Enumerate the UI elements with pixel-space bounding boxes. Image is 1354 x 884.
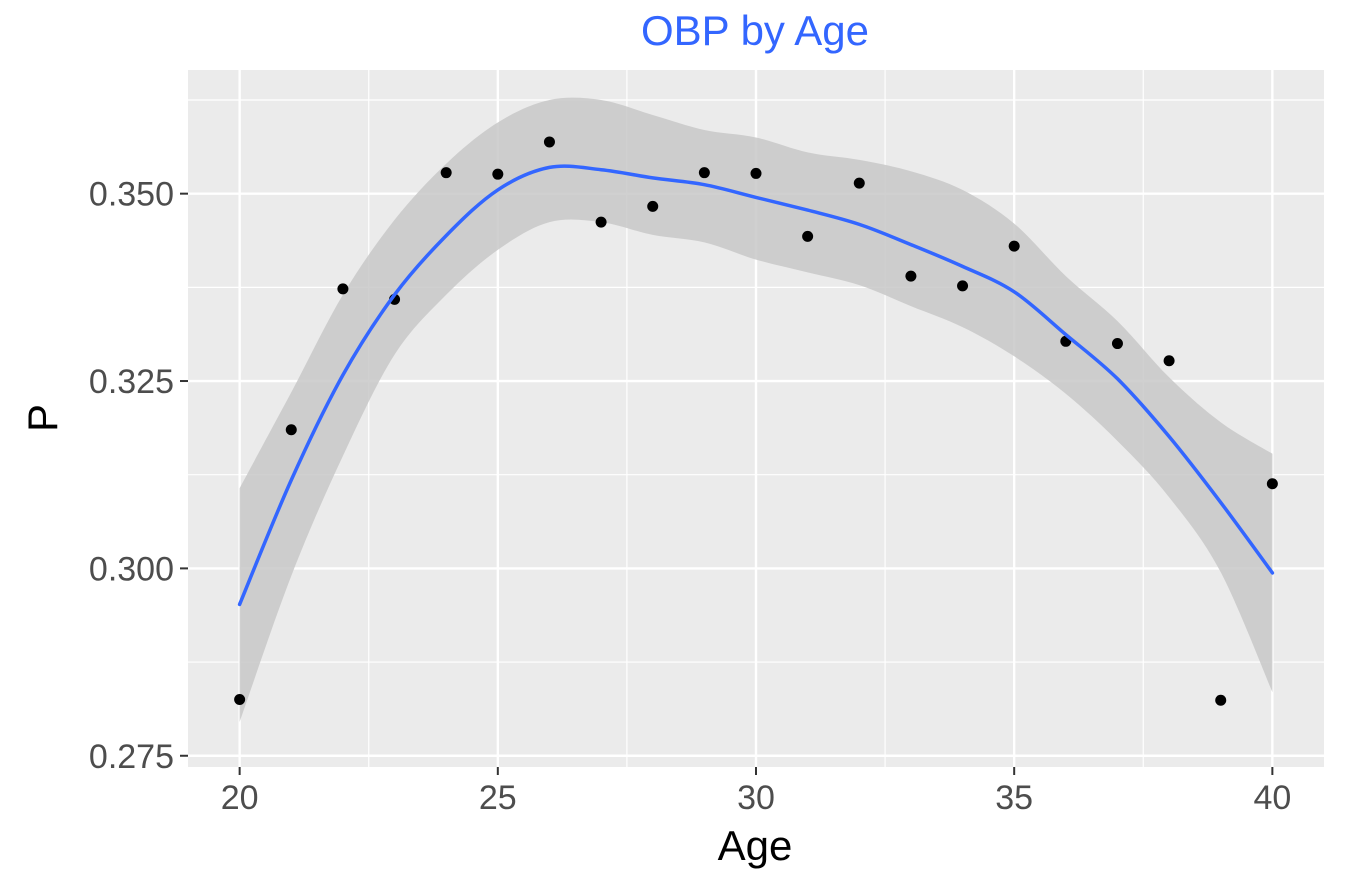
- chart-title: OBP by Age: [641, 7, 869, 54]
- data-point: [234, 694, 246, 706]
- data-point: [285, 424, 297, 436]
- data-point: [750, 167, 762, 179]
- y-tick-label: 0.275: [89, 738, 174, 776]
- data-point: [802, 230, 814, 242]
- data-point: [492, 168, 504, 180]
- y-axis-ticks: 0.275 0.300 0.325 0.350: [89, 176, 188, 776]
- data-point: [543, 136, 555, 148]
- data-point: [1266, 478, 1278, 490]
- data-point: [1215, 694, 1227, 706]
- confidence-ribbon: [239, 97, 1273, 723]
- data-point: [1111, 338, 1123, 350]
- y-axis-title: P: [19, 404, 66, 432]
- data-point: [1008, 240, 1020, 252]
- y-tick-label: 0.350: [89, 176, 174, 214]
- x-tick-label: 30: [737, 779, 775, 817]
- data-point: [698, 167, 710, 179]
- data-point: [1163, 355, 1175, 367]
- x-tick-label: 35: [995, 779, 1033, 817]
- x-axis-ticks: 20 25 30 35 40: [221, 767, 1291, 817]
- x-tick-label: 20: [221, 779, 259, 817]
- x-tick-label: 40: [1253, 779, 1291, 817]
- data-point: [337, 283, 349, 295]
- smooth-line: [237, 164, 1275, 607]
- data-point: [905, 270, 917, 282]
- data-point: [647, 200, 659, 212]
- y-tick-label: 0.300: [89, 550, 174, 588]
- data-point: [595, 216, 607, 228]
- y-tick-label: 0.325: [89, 363, 174, 401]
- data-point: [440, 167, 452, 179]
- data-point: [853, 177, 865, 189]
- data-point: [957, 280, 969, 292]
- x-tick-label: 25: [479, 779, 517, 817]
- x-axis-title: Age: [718, 822, 793, 869]
- data-points: [234, 136, 1278, 706]
